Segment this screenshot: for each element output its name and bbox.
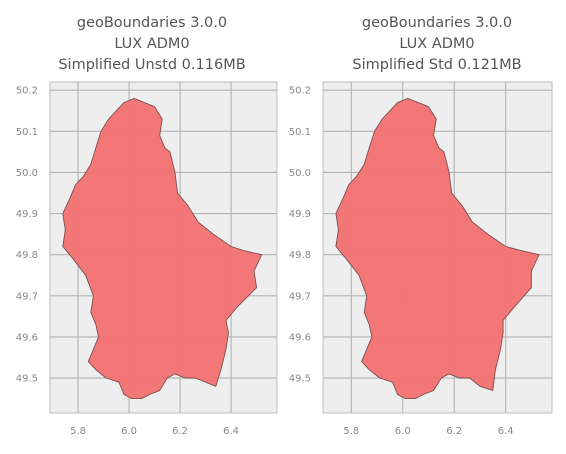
y-tick-label: 49.5 xyxy=(16,374,38,385)
x-tick-label: 6.4 xyxy=(223,426,239,437)
x-tick-label: 5.8 xyxy=(343,426,359,437)
y-tick-label: 50.2 xyxy=(16,86,38,97)
y-tick-label: 49.8 xyxy=(16,250,38,261)
x-tick-label: 6.0 xyxy=(121,426,137,437)
y-tick-label: 50.0 xyxy=(16,168,38,179)
plot-area: 5.8 6.0 6.2 6.4 50.2 50.1 50.0 49.9 49.8 49.7 49.6… xyxy=(289,81,553,437)
y-tick-label: 49.9 xyxy=(289,209,311,220)
x-tick-label: 5.8 xyxy=(70,426,86,437)
y-tick-label: 49.7 xyxy=(289,291,311,302)
panel-title-line-2: LUX ADM0 xyxy=(114,36,189,52)
y-tick-label: 49.7 xyxy=(16,291,38,302)
y-tick-label: 49.6 xyxy=(16,332,38,343)
x-tick-label: 6.2 xyxy=(172,426,188,437)
plot-frame xyxy=(322,81,553,414)
x-tick-label: 6.2 xyxy=(446,426,462,437)
panel-title-line-1: geoBoundaries 3.0.0 xyxy=(362,15,512,31)
map-panel-unstd: geoBoundaries 3.0.0 LUX ADM0 Simplified … xyxy=(16,15,278,437)
panel-title-line-1: geoBoundaries 3.0.0 xyxy=(77,15,227,31)
panel-title-line-3: Simplified Unstd 0.116MB xyxy=(58,57,245,73)
y-tick-label: 50.0 xyxy=(289,168,311,179)
map-panel-std: geoBoundaries 3.0.0 LUX ADM0 Simplified … xyxy=(289,15,553,437)
plot-frame xyxy=(49,81,278,414)
country-boundary xyxy=(62,97,263,400)
x-tick-label: 6.0 xyxy=(395,426,411,437)
panel-title-line-3: Simplified Std 0.121MB xyxy=(352,57,521,73)
y-tick-label: 50.1 xyxy=(16,127,38,138)
x-tick-label: 6.4 xyxy=(498,426,514,437)
y-tick-label: 50.2 xyxy=(289,86,311,97)
y-tick-label: 49.6 xyxy=(289,332,311,343)
panel-title-line-2: LUX ADM0 xyxy=(399,36,474,52)
y-tick-label: 49.9 xyxy=(16,209,38,220)
country-boundary xyxy=(335,97,540,400)
y-tick-label: 49.8 xyxy=(289,250,311,261)
plot-area: 5.8 6.0 6.2 6.4 50.2 50.1 50.0 49.9 49.8 49.7 49.6… xyxy=(16,81,278,437)
y-tick-label: 50.1 xyxy=(289,127,311,138)
y-tick-label: 49.5 xyxy=(289,374,311,385)
